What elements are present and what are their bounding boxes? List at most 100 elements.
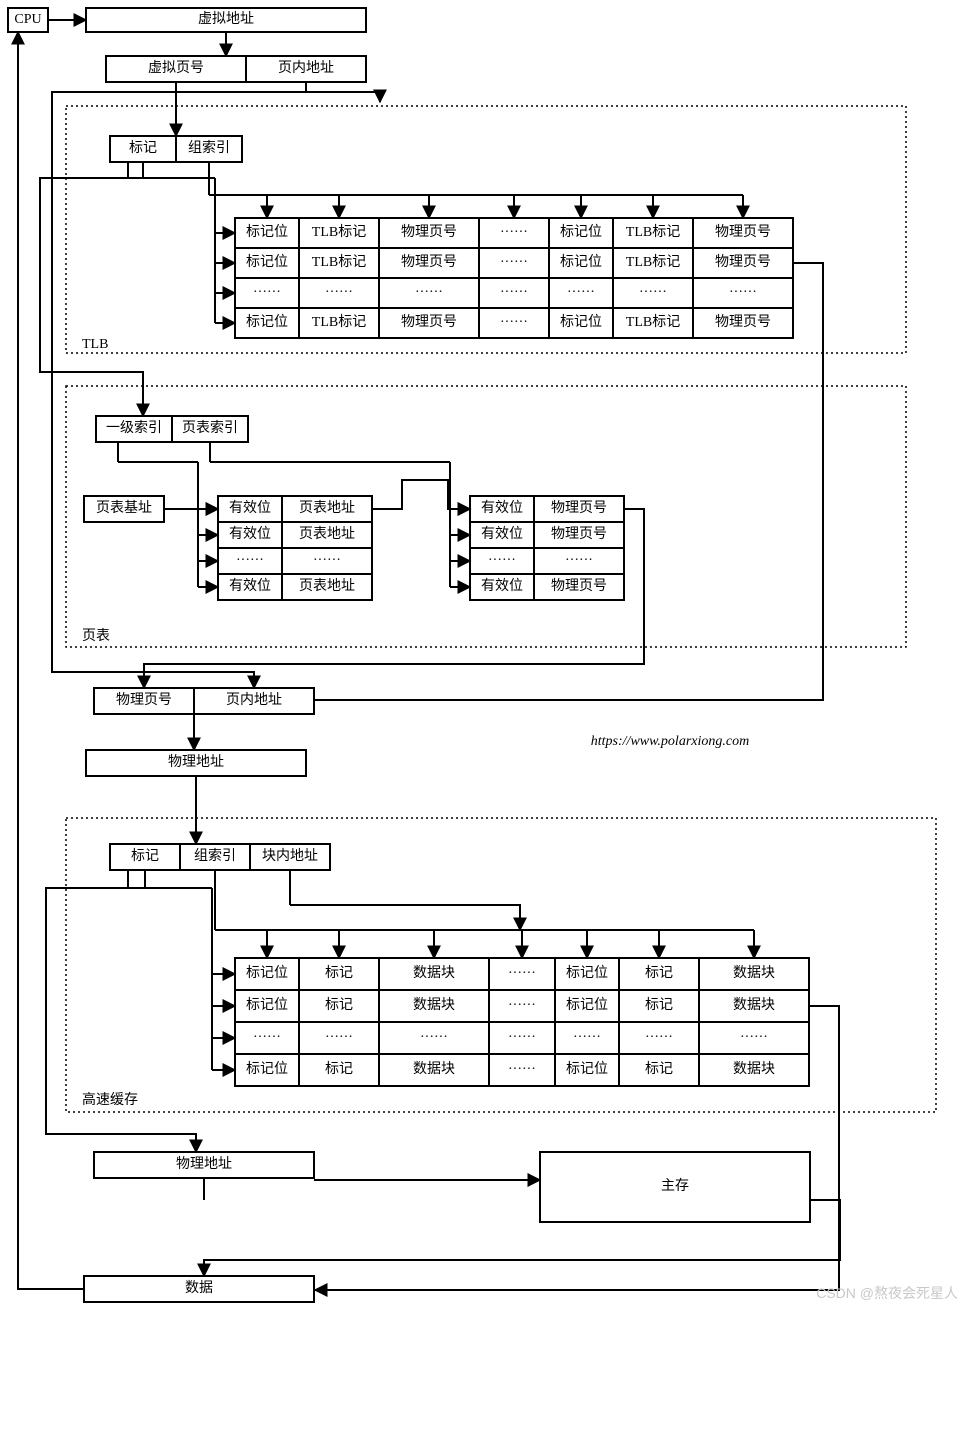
arrow-pa-miss bbox=[46, 870, 196, 1152]
tlb-cell-label: ······ bbox=[639, 285, 667, 300]
cache-cell-label: 标记 bbox=[325, 1061, 353, 1077]
tlb-cell-label: 物理页号 bbox=[715, 224, 771, 240]
cache-cell-label: ······ bbox=[508, 966, 536, 981]
cache-cell-label: 数据块 bbox=[733, 965, 775, 981]
pt1-cell-label: ······ bbox=[313, 553, 341, 568]
pt1-cell-label: 页表地址 bbox=[299, 500, 355, 516]
tlb-cell-label: 标记位 bbox=[246, 254, 288, 270]
pt2-cell-label: 物理页号 bbox=[551, 526, 607, 542]
tlb-cell-label: ······ bbox=[500, 225, 528, 240]
tlb-cell-label: ······ bbox=[500, 255, 528, 270]
pt-base-label: 页表基址 bbox=[96, 499, 152, 516]
cache-cell-label: 标记位 bbox=[566, 1061, 608, 1077]
tlb-cell-label: ······ bbox=[729, 285, 757, 300]
tlb-cell-label: 标记位 bbox=[560, 254, 602, 270]
pt2-cell-label: 物理页号 bbox=[551, 578, 607, 594]
pt2-cell-label: ······ bbox=[565, 553, 593, 568]
c-tag-label: 标记 bbox=[131, 848, 159, 864]
tlb-cell-label: TLB标记 bbox=[312, 254, 366, 270]
pt2-cell-label: 有效位 bbox=[481, 578, 523, 594]
tlb-cell-label: ······ bbox=[567, 285, 595, 300]
pagetable-section-label: 页表 bbox=[82, 628, 110, 644]
cache-cell-label: 数据块 bbox=[733, 997, 775, 1013]
tlb-cell-label: TLB标记 bbox=[312, 314, 366, 330]
tlb-cell-label: 物理页号 bbox=[715, 254, 771, 270]
tlb-cell-label: 物理页号 bbox=[401, 224, 457, 240]
tlb-tag-label: 标记 bbox=[129, 140, 157, 156]
arrow-l1-l2 bbox=[372, 480, 470, 509]
cache-cell-label: 数据块 bbox=[733, 1061, 775, 1077]
pt-idx-label: 页表索引 bbox=[182, 419, 238, 436]
tlb-cell-label: TLB标记 bbox=[626, 254, 680, 270]
cache-cell-label: ······ bbox=[573, 1030, 601, 1045]
cache-cell-label: 数据块 bbox=[413, 997, 455, 1013]
cache-cell-label: ······ bbox=[253, 1030, 281, 1045]
phys-addr2-label: 物理地址 bbox=[176, 1156, 232, 1172]
tlb-setidx-label: 组索引 bbox=[188, 139, 230, 156]
cache-section-label: 高速缓存 bbox=[82, 1091, 138, 1108]
tlb-cell-label: ······ bbox=[500, 285, 528, 300]
page-offset-label: 页内地址 bbox=[278, 60, 334, 76]
pt2-cell-label: 物理页号 bbox=[551, 500, 607, 516]
pt1-cell-label: 有效位 bbox=[229, 578, 271, 594]
cache-cell-label: 数据块 bbox=[413, 965, 455, 981]
cache-cell-label: 标记位 bbox=[246, 997, 288, 1013]
virt-page-label: 虚拟页号 bbox=[148, 60, 204, 76]
pt1-cell-label: 页表地址 bbox=[299, 578, 355, 594]
tlb-cell-label: 物理页号 bbox=[715, 314, 771, 330]
tlb-cell-label: 标记位 bbox=[560, 224, 602, 240]
cache-cell-label: ······ bbox=[420, 1030, 448, 1045]
watermark: CSDN @熬夜会死星人 bbox=[816, 1285, 958, 1301]
l1-idx-label: 一级索引 bbox=[106, 419, 162, 436]
tlb-cell-label: 物理页号 bbox=[401, 254, 457, 270]
tlb-cell-label: ······ bbox=[500, 315, 528, 330]
tlb-cell-label: ······ bbox=[253, 285, 281, 300]
main-mem-label: 主存 bbox=[661, 1178, 689, 1194]
cache-cell-label: 数据块 bbox=[413, 1061, 455, 1077]
pt1-cell-label: ······ bbox=[236, 553, 264, 568]
cache-cell-label: ······ bbox=[645, 1030, 673, 1045]
virt-addr-label: 虚拟地址 bbox=[198, 11, 254, 27]
pt1-cell-label: 有效位 bbox=[229, 526, 271, 542]
cache-cell-label: 标记位 bbox=[566, 997, 608, 1013]
tlb-cell-label: 标记位 bbox=[246, 314, 288, 330]
tlb-cell-label: TLB标记 bbox=[626, 314, 680, 330]
pt2-cell-label: 有效位 bbox=[481, 526, 523, 542]
cache-cell-label: ······ bbox=[508, 998, 536, 1013]
ppn-label: 物理页号 bbox=[116, 692, 172, 708]
tlb-cell-label: 标记位 bbox=[560, 314, 602, 330]
c-blk-label: 块内地址 bbox=[262, 848, 318, 864]
tlb-cell-label: ······ bbox=[325, 285, 353, 300]
cache-cell-label: ······ bbox=[508, 1062, 536, 1077]
cache-cell-label: ······ bbox=[508, 1030, 536, 1045]
cache-cell-label: 标记位 bbox=[246, 965, 288, 981]
cache-cell-label: 标记 bbox=[645, 965, 673, 981]
arrow-vp-pagetable bbox=[40, 162, 143, 416]
pt2-cell-label: ······ bbox=[488, 553, 516, 568]
tlb-cell-label: 物理页号 bbox=[401, 314, 457, 330]
data-label: 数据 bbox=[185, 1280, 213, 1296]
tlb-cell-label: 标记位 bbox=[246, 224, 288, 240]
cache-cell-label: 标记位 bbox=[246, 1061, 288, 1077]
tlb-cell-label: TLB标记 bbox=[626, 224, 680, 240]
po2-label: 页内地址 bbox=[226, 692, 282, 708]
cache-cell-label: 标记位 bbox=[566, 965, 608, 981]
tlb-cell-label: ······ bbox=[415, 285, 443, 300]
c-set-label: 组索引 bbox=[194, 847, 236, 864]
phys-addr-label: 物理地址 bbox=[168, 754, 224, 770]
pt1-cell-label: 有效位 bbox=[229, 500, 271, 516]
arrow-po-stub bbox=[306, 82, 380, 102]
arrow-blkoff-stub bbox=[290, 905, 520, 930]
cpu-label: CPU bbox=[14, 12, 41, 27]
tlb-cell-label: TLB标记 bbox=[312, 224, 366, 240]
cache-cell-label: ······ bbox=[740, 1030, 768, 1045]
pt1-cell-label: 页表地址 bbox=[299, 526, 355, 542]
credit-link: https://www.polarxiong.com bbox=[591, 734, 749, 749]
cache-cell-label: 标记 bbox=[645, 1061, 673, 1077]
cache-cell-label: 标记 bbox=[325, 965, 353, 981]
cache-cell-label: ······ bbox=[325, 1030, 353, 1045]
tlb-section-label: TLB bbox=[82, 337, 108, 352]
pt2-cell-label: 有效位 bbox=[481, 500, 523, 516]
cache-cell-label: 标记 bbox=[645, 997, 673, 1013]
cache-cell-label: 标记 bbox=[325, 997, 353, 1013]
